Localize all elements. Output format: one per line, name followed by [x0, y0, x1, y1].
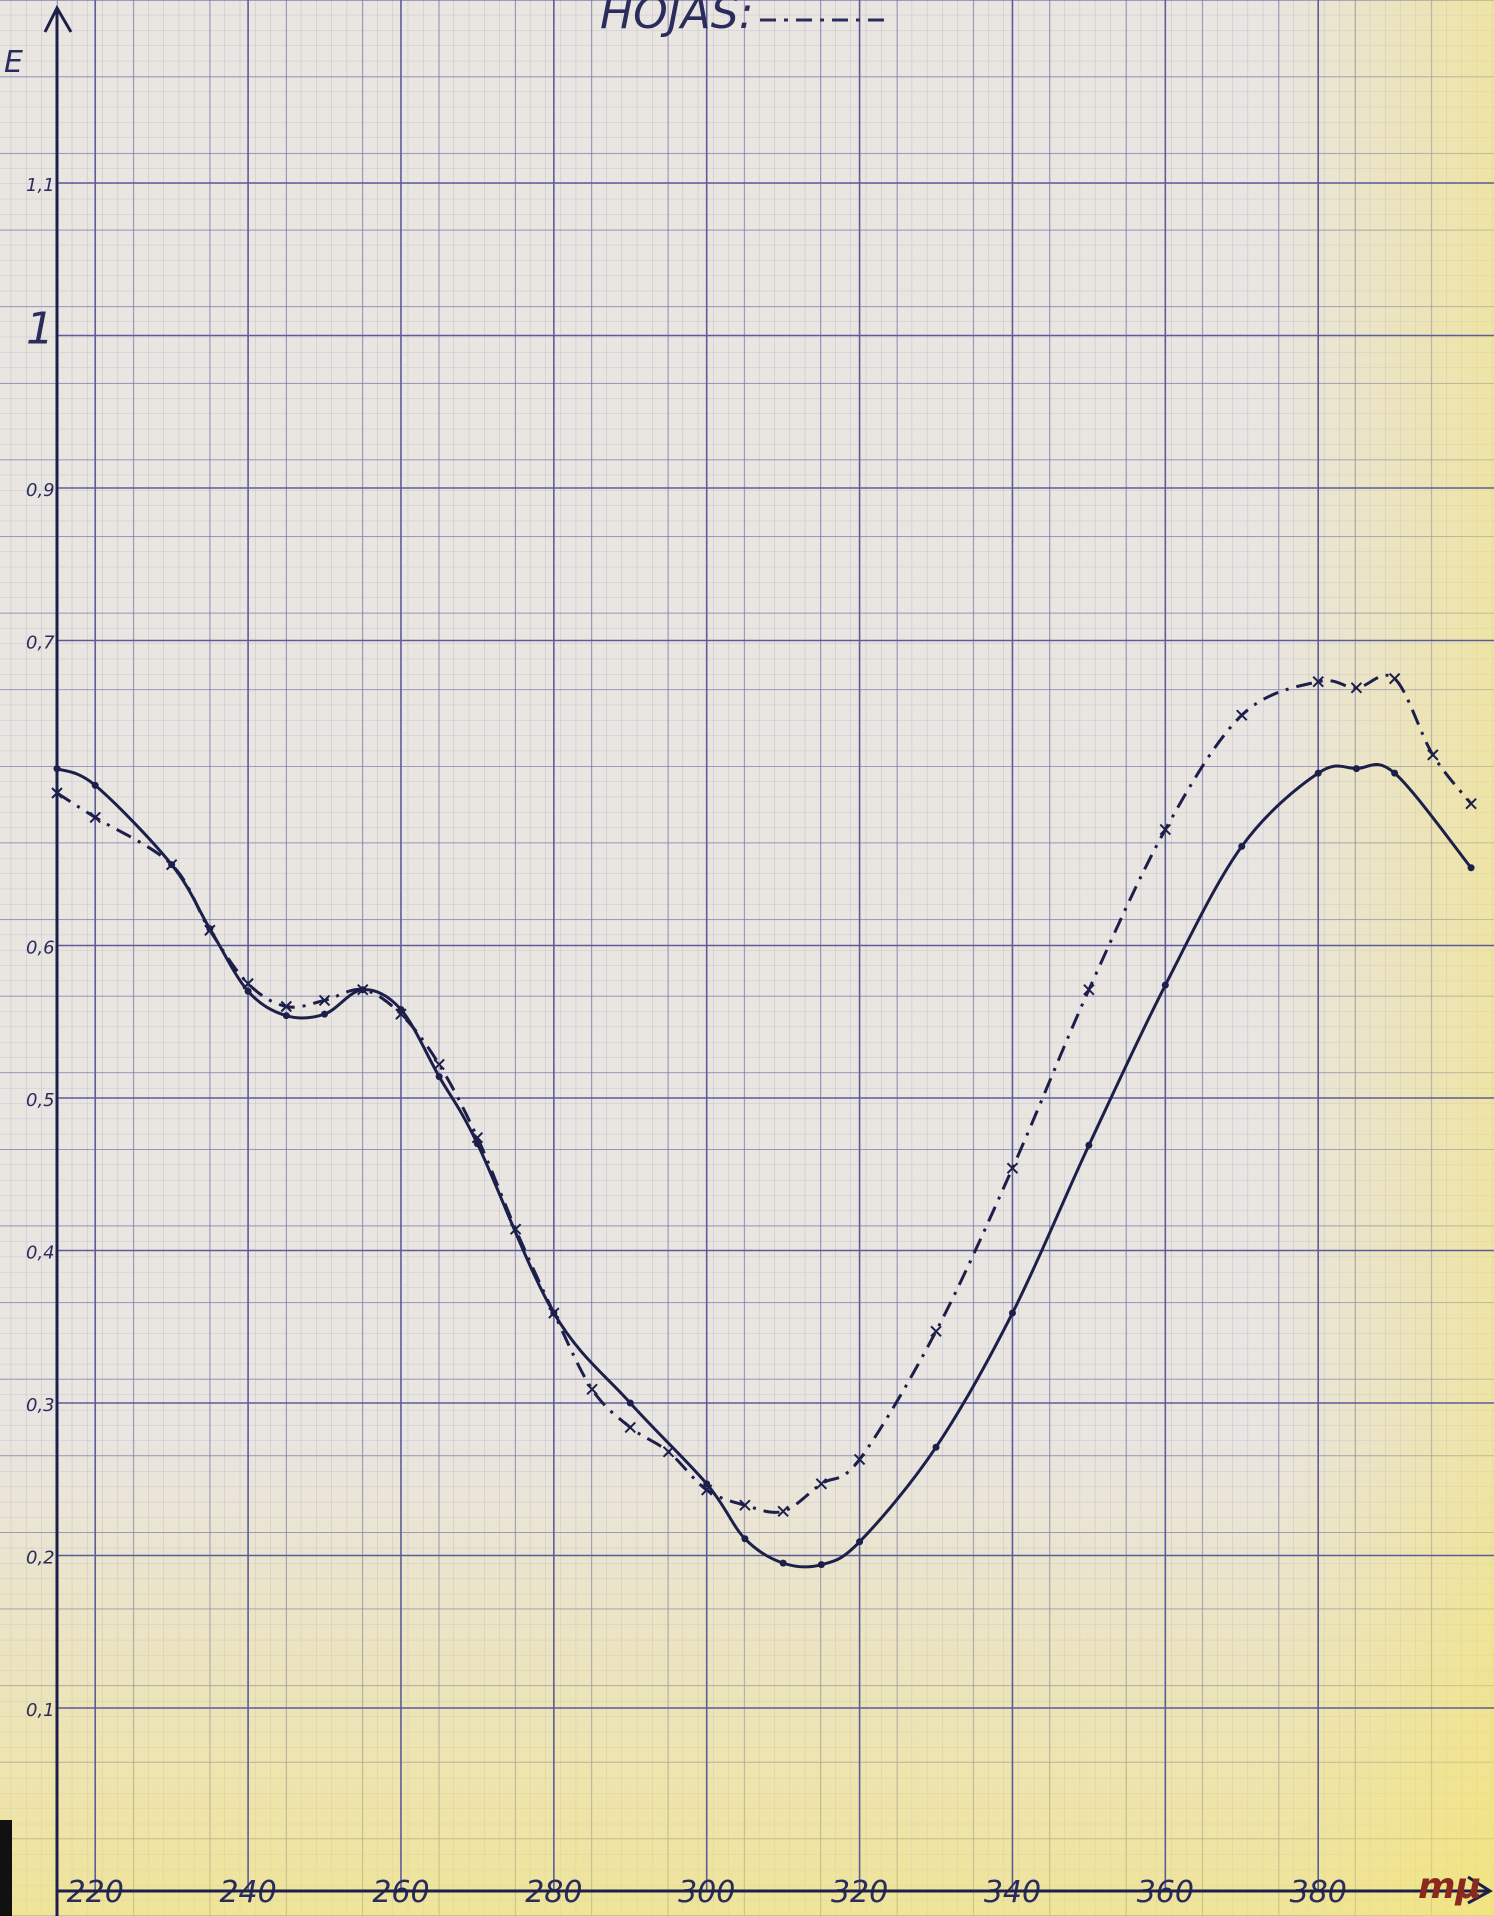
- y-tick-label: 0,5: [26, 1090, 55, 1111]
- y-tick-label: 0,6: [26, 938, 55, 959]
- x-axis-label: mμ: [1418, 1866, 1482, 1907]
- point-marker: [1238, 843, 1245, 850]
- point-marker: [1162, 982, 1169, 989]
- y-tick-label: 0,7: [26, 633, 55, 654]
- point-marker: [627, 1400, 634, 1407]
- point-marker: [283, 1012, 290, 1019]
- chart-title: HOJAS:: [600, 0, 754, 39]
- point-marker: [856, 1538, 863, 1545]
- point-marker: [436, 1073, 443, 1080]
- y-tick-label: 0,9: [26, 480, 55, 501]
- point-marker: [54, 765, 61, 772]
- y-tick-label: 0,1: [26, 1700, 55, 1721]
- point-marker: [1009, 1310, 1016, 1317]
- point-marker: [1391, 770, 1398, 777]
- point-marker: [1085, 1142, 1092, 1149]
- point-marker: [1468, 864, 1475, 871]
- point-marker: [245, 988, 252, 995]
- scan-edge: [0, 1820, 12, 1916]
- point-marker: [1353, 765, 1360, 772]
- paper-tint: [0, 0, 1494, 1916]
- point-marker: [92, 782, 99, 789]
- point-marker: [1315, 770, 1322, 777]
- y-tick-label: 1: [26, 304, 54, 355]
- point-marker: [321, 1011, 328, 1018]
- point-marker: [933, 1444, 940, 1451]
- y-tick-label: 0,2: [26, 1548, 55, 1569]
- y-axis-label: E: [4, 45, 23, 80]
- point-marker: [780, 1560, 787, 1567]
- y-tick-label: 1,1: [26, 175, 55, 196]
- point-marker: [818, 1561, 825, 1568]
- chart: 0,10,20,30,40,50,60,70,911,1220240260280…: [0, 0, 1494, 1916]
- point-marker: [741, 1535, 748, 1542]
- y-tick-label: 0,3: [26, 1395, 55, 1416]
- y-tick-label: 0,4: [26, 1243, 55, 1264]
